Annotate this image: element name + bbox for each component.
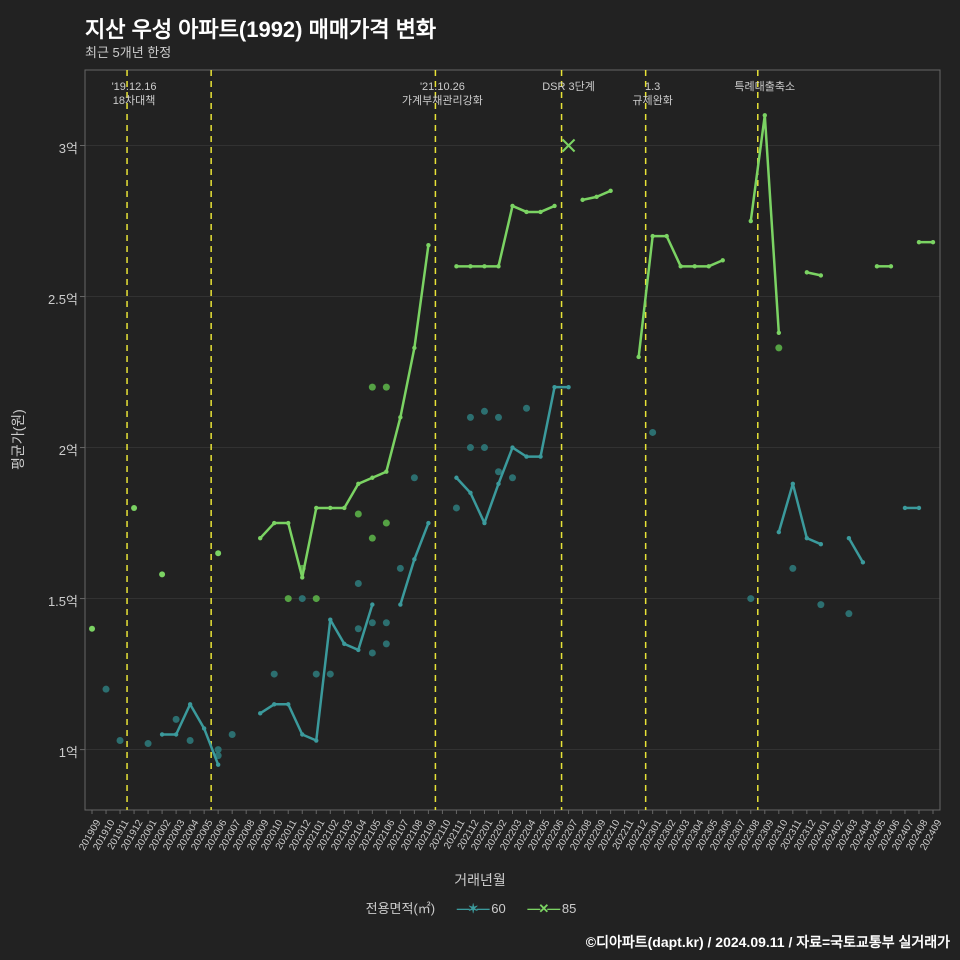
chart-plot <box>0 0 960 960</box>
legend-title: 전용면적(㎡) <box>366 901 436 916</box>
y-tick-label: 1억 <box>28 742 78 761</box>
legend: 전용면적(㎡) —✶— 60 —✕— 85 <box>0 898 960 917</box>
annotation-label: 1.3규제완화 <box>632 80 672 109</box>
legend-item-85: —✕— 85 <box>527 901 576 916</box>
annotation-label: '21.10.26가계부채관리강화 <box>402 80 483 109</box>
annotation-label: DSR 3단계 <box>542 80 595 94</box>
annotation-label: 특례대출축소 <box>734 80 795 94</box>
legend-label-85: 85 <box>562 901 576 916</box>
x-icon: —✕— <box>527 901 558 916</box>
legend-label-60: 60 <box>491 901 505 916</box>
y-tick-label: 2.5억 <box>28 289 78 308</box>
y-tick-label: 1.5억 <box>28 591 78 610</box>
y-tick-label: 2억 <box>28 440 78 459</box>
y-tick-label: 3억 <box>28 138 78 157</box>
legend-item-60: —✶— 60 <box>457 901 510 916</box>
chart-footer: ©디아파트(dapt.kr) / 2024.09.11 / 자료=국토교통부 실… <box>586 932 950 952</box>
annotation-label: '19.12.1618차대책 <box>112 80 157 109</box>
star-icon: —✶— <box>457 901 488 916</box>
